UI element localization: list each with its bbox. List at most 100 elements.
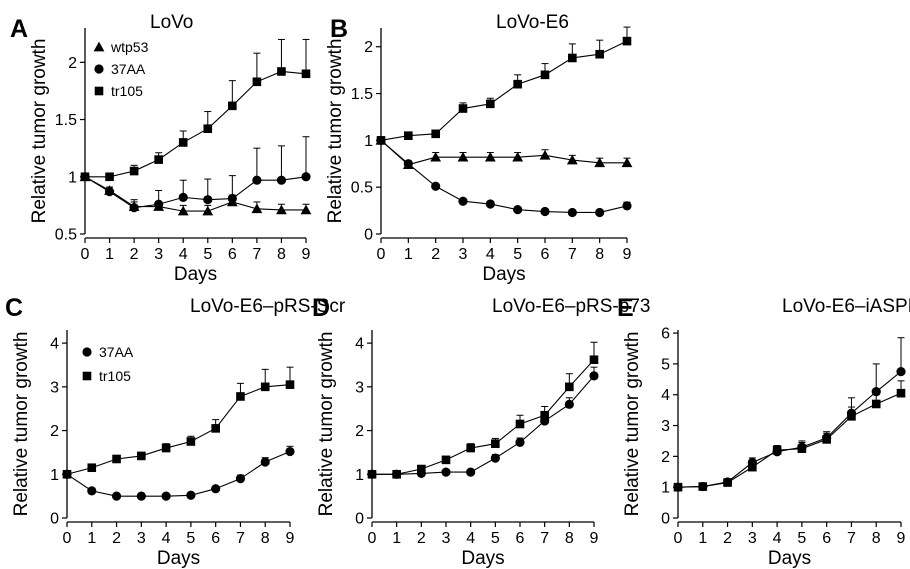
- series-circle: [367, 367, 598, 479]
- legend-marker: [94, 42, 105, 52]
- data-point: [622, 201, 631, 210]
- legend-label: tr105: [111, 83, 143, 99]
- data-point: [179, 193, 188, 202]
- x-tick-label: 3: [442, 530, 451, 547]
- series-square: [377, 27, 632, 145]
- panel-label: D: [312, 294, 330, 322]
- series-circle: [80, 137, 310, 213]
- x-tick-label: 9: [623, 246, 632, 263]
- x-tick-label: 4: [773, 530, 782, 547]
- data-point: [565, 400, 574, 409]
- x-tick-label: 8: [595, 246, 604, 263]
- data-point: [137, 452, 146, 461]
- data-point: [466, 444, 475, 453]
- panel-title: LoVo-E6–iASPP: [782, 296, 910, 317]
- x-tick-label: 6: [541, 246, 550, 263]
- data-point: [162, 492, 171, 501]
- series-circle: [62, 446, 294, 500]
- series-line: [678, 393, 901, 487]
- x-tick-label: 8: [261, 530, 270, 547]
- legend-marker: [95, 87, 104, 96]
- legend-marker: [82, 347, 91, 356]
- x-tick-label: 0: [368, 530, 377, 547]
- data-point: [459, 104, 468, 113]
- x-tick-label: 4: [486, 246, 495, 263]
- y-tick-label: 3: [50, 379, 59, 396]
- y-tick-label: 0.5: [55, 227, 77, 244]
- y-tick-label: 2: [355, 423, 364, 440]
- data-point: [417, 465, 426, 474]
- data-point: [623, 37, 632, 46]
- x-tick-label: 2: [723, 530, 732, 547]
- legend: wtp5337AAtr105: [94, 39, 149, 99]
- legend: 37AAtr105: [82, 344, 134, 384]
- data-point: [236, 474, 245, 483]
- series-triangle: [80, 171, 312, 215]
- data-point: [491, 439, 500, 448]
- x-axis-label: Days: [768, 548, 811, 569]
- x-axis-label: Days: [174, 264, 217, 285]
- series-square: [674, 381, 906, 492]
- series-line: [372, 376, 594, 474]
- data-point: [130, 203, 139, 212]
- data-point: [698, 482, 707, 491]
- data-point: [81, 172, 90, 181]
- x-tick-label: 5: [491, 530, 500, 547]
- y-tick-label: 1: [364, 133, 373, 150]
- x-tick-label: 3: [748, 530, 757, 547]
- data-point: [431, 182, 440, 191]
- x-tick-label: 1: [698, 530, 707, 547]
- y-tick-label: 6: [661, 326, 670, 343]
- legend-label: tr105: [99, 368, 131, 384]
- data-point: [203, 195, 212, 204]
- data-point: [203, 124, 212, 133]
- y-axis-label: Relative tumor growth: [11, 332, 32, 517]
- series-line: [67, 452, 290, 497]
- series-line: [678, 372, 901, 488]
- x-tick-label: 4: [466, 530, 475, 547]
- data-point: [253, 77, 262, 86]
- x-tick-label: 8: [277, 246, 286, 263]
- data-point: [798, 444, 807, 453]
- x-tick-label: 1: [404, 246, 413, 263]
- data-point: [595, 208, 604, 217]
- data-point: [87, 463, 96, 472]
- y-tick-label: 4: [661, 387, 670, 404]
- x-tick-label: 5: [513, 246, 522, 263]
- series-circle: [673, 338, 905, 492]
- data-point: [431, 130, 440, 139]
- data-point: [112, 492, 121, 501]
- data-point: [105, 172, 114, 181]
- x-tick-label: 2: [431, 246, 440, 263]
- x-tick-label: 5: [186, 530, 195, 547]
- y-tick-label: 1: [68, 169, 77, 186]
- y-axis-label: Relative tumor growth: [316, 332, 337, 517]
- y-tick-label: 2: [364, 39, 373, 56]
- data-point: [392, 470, 401, 479]
- data-point: [87, 486, 96, 495]
- panel-label: E: [617, 294, 634, 322]
- series-line: [372, 360, 594, 475]
- data-point: [872, 400, 881, 409]
- data-point: [458, 197, 467, 206]
- data-point: [516, 420, 525, 429]
- data-point: [404, 131, 413, 140]
- x-tick-label: 2: [112, 530, 121, 547]
- data-point: [187, 437, 196, 446]
- x-axis-label: Days: [461, 548, 504, 569]
- y-tick-label: 5: [661, 356, 670, 373]
- data-point: [589, 371, 598, 380]
- legend-label: wtp53: [110, 39, 149, 55]
- data-point: [486, 100, 495, 109]
- data-point: [154, 200, 163, 209]
- y-tick-label: 1.5: [55, 112, 77, 129]
- data-point: [568, 54, 577, 63]
- data-point: [674, 483, 683, 492]
- x-tick-label: 6: [516, 530, 525, 547]
- panel-title: LoVo: [150, 12, 193, 33]
- panel-label: A: [10, 15, 28, 43]
- data-point: [368, 470, 377, 479]
- x-tick-label: 3: [154, 246, 163, 263]
